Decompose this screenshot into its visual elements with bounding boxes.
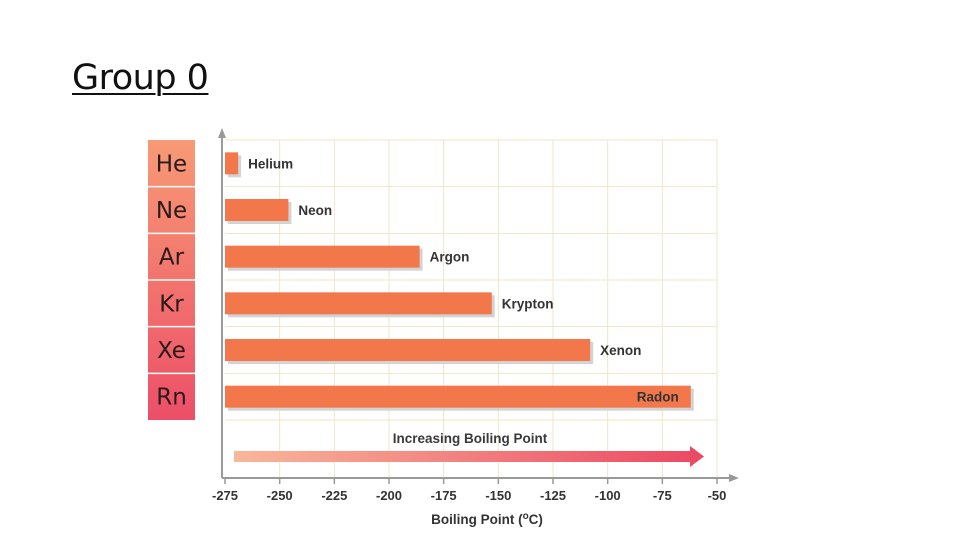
x-axis-arrowhead (729, 474, 739, 482)
x-tick-label: -200 (376, 488, 402, 503)
x-axis-title-text: Boiling Point ( (431, 512, 523, 527)
bar (225, 152, 239, 175)
element-symbol: Ar (159, 245, 185, 271)
axes (218, 128, 739, 484)
element-symbol: Rn (156, 385, 187, 411)
x-axis-title-unit: C) (529, 512, 543, 527)
element-symbol: Xe (157, 338, 186, 364)
bar-label: Argon (430, 250, 470, 265)
element-symbol: Kr (159, 291, 184, 317)
bar-label: Neon (298, 203, 332, 218)
bar-label: Radon (637, 390, 679, 405)
bar-label: Helium (248, 156, 293, 171)
x-tick-label: -225 (321, 488, 347, 503)
bar-label: Xenon (600, 343, 641, 358)
x-axis-title: Boiling Point (oC) (431, 511, 543, 527)
bar (225, 199, 289, 221)
x-tick-label: -100 (595, 488, 621, 503)
arrow-head (690, 446, 704, 467)
bar (225, 339, 591, 361)
element-symbol: Ne (156, 198, 187, 224)
x-tick-labels: -275 -250 -225 -200 -175 -150 -125 -100 -75 -50 (212, 488, 726, 503)
x-tick-label: -50 (708, 488, 727, 503)
x-tick-label: -275 (212, 488, 238, 503)
x-tick-label: -250 (267, 488, 293, 503)
slide-title: Group 0 (72, 58, 209, 98)
arrow-shaft (234, 451, 692, 462)
grid (225, 139, 718, 478)
x-tick-label: -125 (540, 488, 566, 503)
x-tick-label: -175 (431, 488, 457, 503)
bar-label: Krypton (502, 296, 554, 311)
element-symbol: He (156, 151, 187, 177)
increasing-arrow: Increasing Boiling Point (234, 431, 704, 467)
x-tick-label: -75 (653, 488, 672, 503)
increasing-boiling-point-annotation: Increasing Boiling Point (393, 431, 548, 446)
bars: Helium Neon Argon Krypton Xenon Radon (225, 152, 694, 411)
bar (225, 245, 420, 268)
y-axis-arrowhead (218, 128, 226, 138)
bar (225, 292, 492, 315)
bar (225, 385, 691, 408)
degree-symbol: o (523, 511, 529, 522)
x-tick-label: -150 (485, 488, 511, 503)
element-symbol-column: He Ne Ar Kr Xe Rn (148, 140, 195, 420)
